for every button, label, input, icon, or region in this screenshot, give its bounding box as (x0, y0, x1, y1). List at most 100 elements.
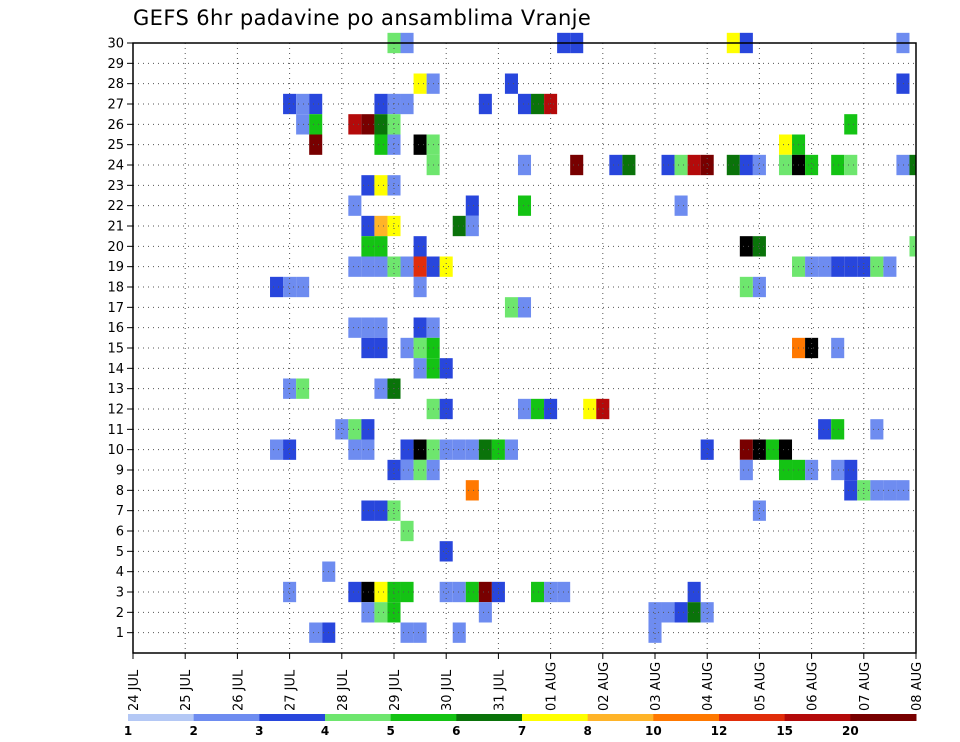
precip-cell (296, 93, 310, 115)
y-tick-label: 4 (116, 565, 124, 580)
precip-cell (674, 154, 688, 176)
y-tick-label: 18 (107, 281, 124, 296)
y-axis: 1234567891011121314151617181920212223242… (107, 37, 133, 641)
colorbar-swatch (128, 714, 195, 721)
colorbar-swatch (325, 714, 392, 721)
colorbar-tick-label: 2 (189, 724, 197, 738)
precip-cell (504, 73, 518, 94)
precip-cell (465, 480, 479, 501)
precip-cell (648, 622, 662, 643)
precip-cell (348, 439, 362, 460)
x-tick-label: 03 AUG (649, 662, 664, 711)
precip-cell (361, 602, 375, 623)
precip-cell (439, 439, 453, 460)
precip-cell (270, 276, 284, 298)
colorbar-tick-label: 7 (518, 724, 526, 738)
precip-cell (309, 114, 323, 135)
precip-cell (374, 581, 388, 603)
y-tick-label: 2 (116, 606, 124, 621)
precip-cell (413, 236, 427, 257)
precip-cell (452, 581, 466, 603)
precip-cell (831, 154, 845, 176)
precip-cell (831, 337, 845, 359)
precip-cell (831, 459, 845, 481)
precip-cell (374, 337, 388, 359)
y-tick-label: 22 (107, 199, 124, 214)
precip-cell (517, 297, 532, 318)
precip-cell (283, 276, 297, 298)
colorbar-tick-label: 20 (842, 724, 859, 738)
y-tick-label: 15 (107, 342, 124, 357)
x-axis: 24 JUL 25 JUL 26 JUL 27 JUL 28 JUL 29 JUL 30 J… (127, 653, 925, 711)
precip-cell (687, 602, 701, 623)
precip-cell (909, 236, 916, 257)
precip-cell (374, 134, 388, 155)
colorbar-swatch (653, 714, 720, 721)
precip-cell (348, 256, 362, 277)
precip-cell (413, 73, 427, 94)
x-tick-label: 06 AUG (806, 662, 821, 711)
x-tick-label: 31 JUL (492, 669, 507, 711)
precip-cell (700, 439, 714, 460)
y-tick-label: 7 (116, 504, 124, 519)
precip-cell (752, 236, 766, 257)
x-tick-label: 07 AUG (858, 662, 873, 711)
precip-cell (870, 419, 884, 440)
precip-cell (374, 317, 388, 338)
precip-cell (374, 256, 388, 277)
y-tick-label: 1 (116, 626, 124, 641)
precip-cell (374, 215, 388, 237)
y-tick-label: 23 (107, 179, 124, 194)
precip-cell (361, 175, 375, 196)
precip-cell (844, 256, 858, 277)
precip-cell (531, 93, 545, 115)
precip-cell (400, 459, 414, 481)
precip-cell (309, 93, 323, 115)
precip-cell (739, 154, 753, 176)
precip-cell (504, 297, 518, 318)
x-tick-label: 29 JUL (388, 669, 403, 711)
precip-cell (844, 459, 858, 481)
precip-cell (465, 581, 479, 603)
precip-cell (400, 93, 414, 115)
precip-cell (348, 195, 362, 216)
chart-title: GEFS 6hr padavine po ansamblima Vranje (133, 6, 592, 30)
y-tick-label: 5 (116, 545, 124, 560)
precip-cell (674, 602, 688, 623)
y-tick-label: 27 (107, 98, 124, 113)
precip-cell (361, 439, 375, 460)
precip-cell (739, 459, 753, 481)
y-tick-label: 8 (116, 484, 124, 499)
y-tick-label: 19 (107, 260, 124, 275)
precip-cell (739, 236, 753, 257)
precip-cell (374, 500, 388, 521)
precip-cell (413, 337, 427, 359)
y-tick-label: 6 (116, 525, 124, 540)
precip-cell (296, 114, 310, 135)
precip-cell (400, 622, 414, 643)
precip-cell (413, 317, 427, 338)
precip-cell (752, 439, 766, 460)
precip-cell (374, 175, 388, 196)
precip-cell (374, 378, 388, 399)
precip-cell (778, 459, 793, 481)
precip-cell (465, 195, 479, 216)
precip-cell (844, 114, 858, 135)
precip-cell (517, 398, 532, 420)
x-tick-label: 24 JUL (127, 669, 142, 711)
precip-cell (361, 215, 375, 237)
precip-cell (348, 581, 362, 603)
y-tick-label: 3 (116, 586, 124, 601)
colorbar-swatch (850, 714, 917, 721)
precip-cell (452, 439, 466, 460)
precip-cell (296, 276, 310, 298)
colorbar-tick-label: 10 (645, 724, 662, 738)
colorbar-tick-label: 1 (124, 724, 132, 738)
colorbar-legend: 1 2 3 4 5 6 7 8 10 12 15 20 (124, 714, 917, 738)
colorbar-swatch (259, 714, 326, 721)
precip-cell (361, 581, 375, 603)
precip-cell (374, 93, 388, 115)
precip-cell (883, 480, 897, 501)
precip-cell (400, 581, 414, 603)
